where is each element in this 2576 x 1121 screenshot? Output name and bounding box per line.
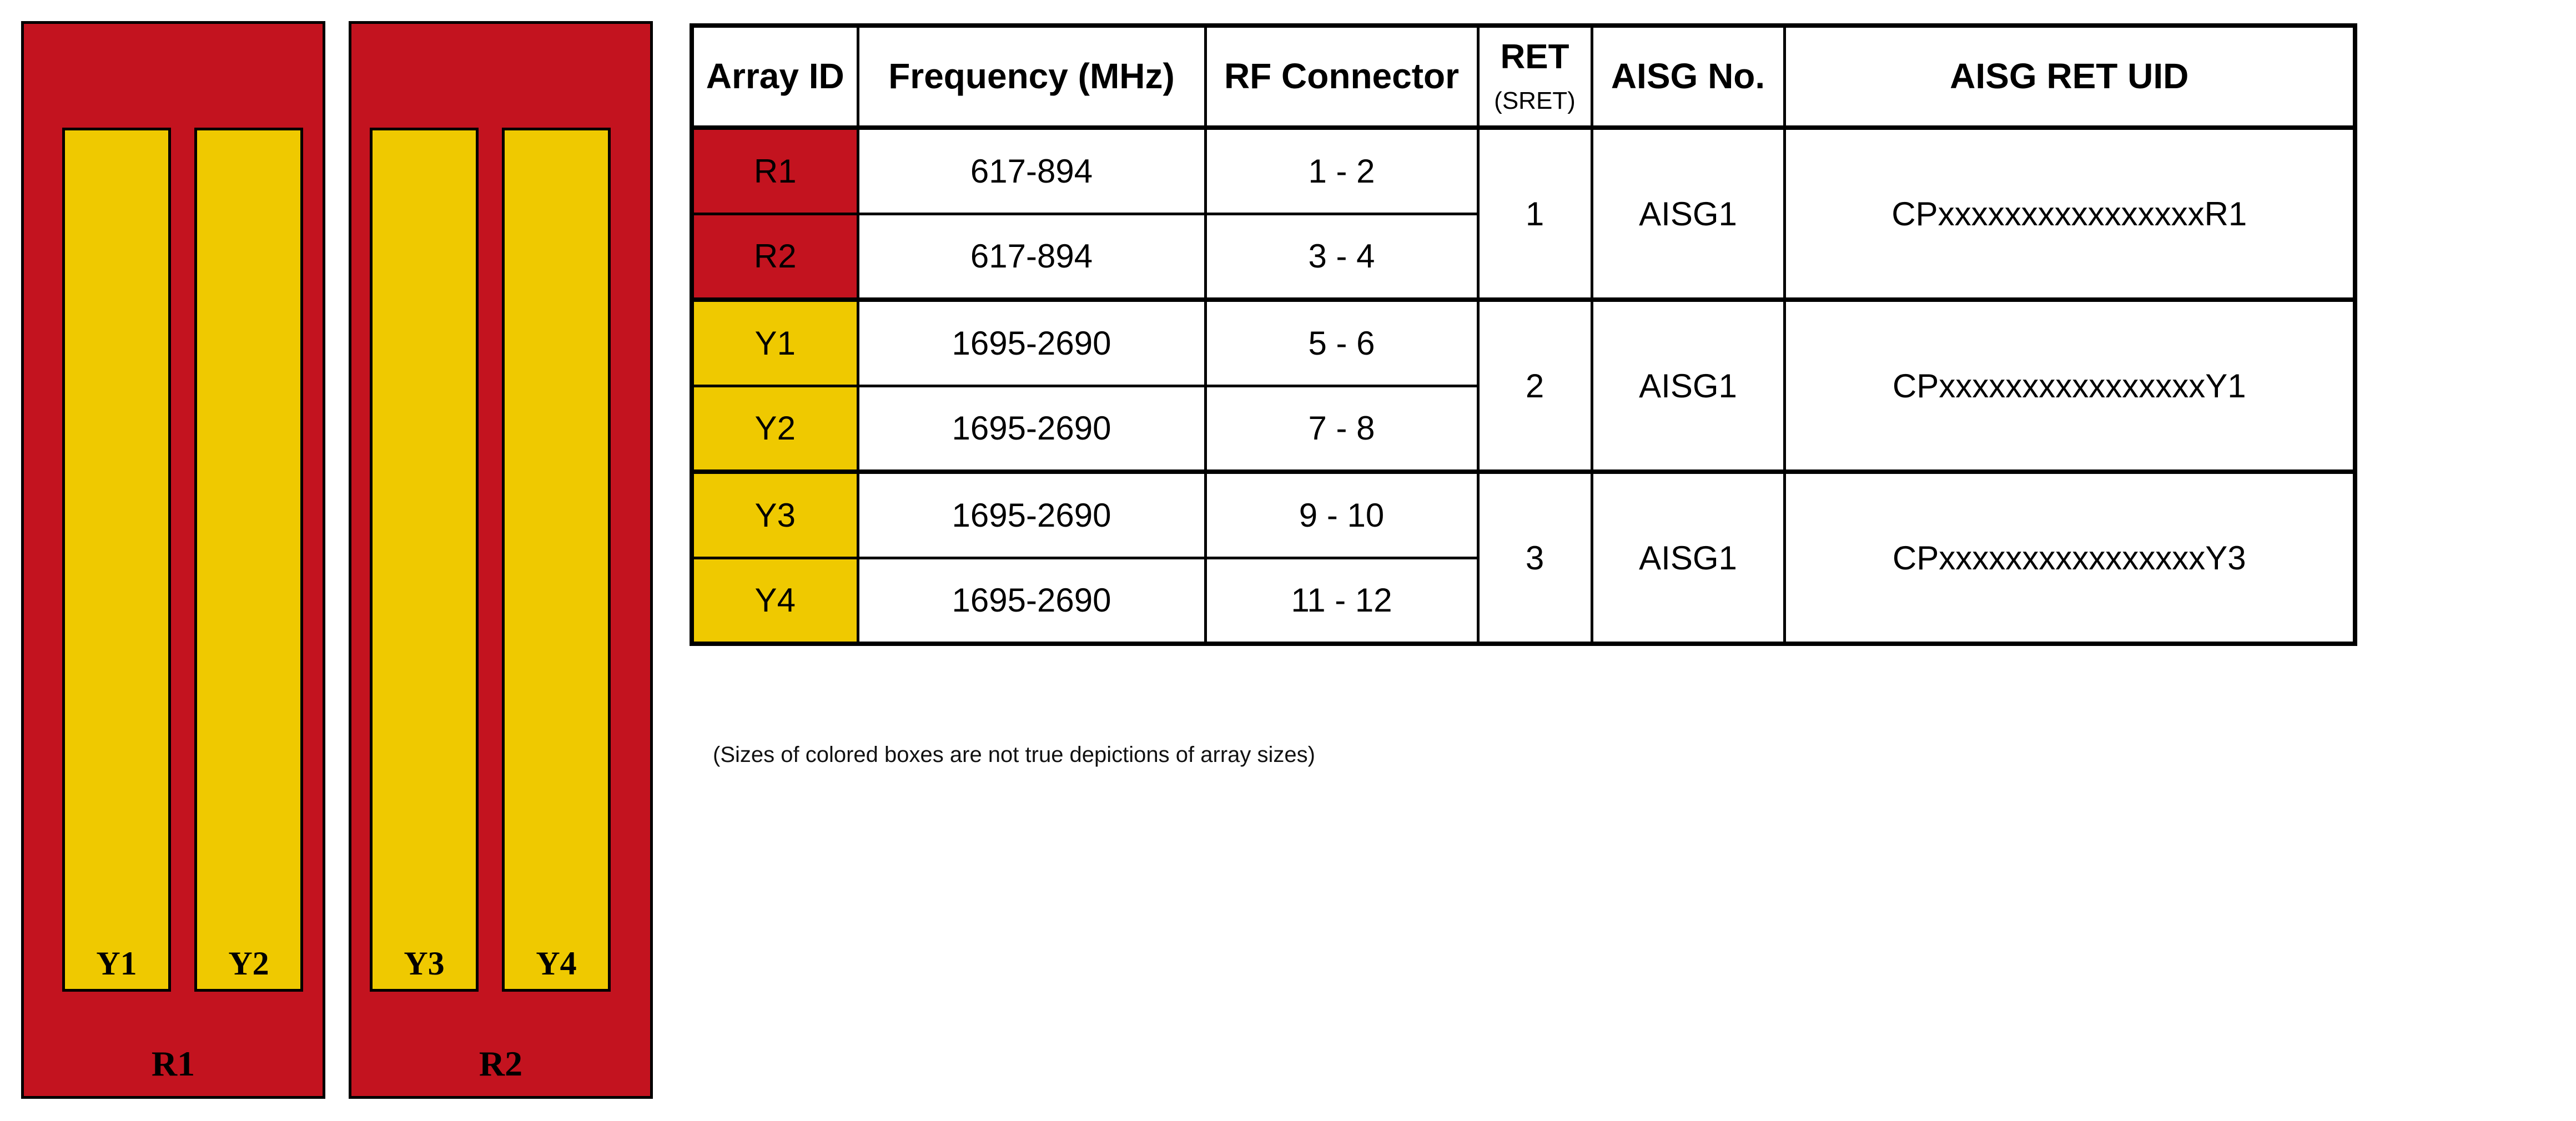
- table-row-y4: Y4 1695-2690 11 - 12: [690, 556, 2355, 645]
- array-box-label: Y3: [404, 945, 445, 982]
- cell-ret-group2: 2: [1476, 297, 1593, 473]
- header-ret: RET (SRET): [1476, 24, 1593, 130]
- table-row-y2: Y2 1695-2690 7 - 8: [690, 384, 2355, 473]
- ret-header-stack: RET (SRET): [1485, 40, 1585, 113]
- cell-aisg-ret-uid-group1: CPxxxxxxxxxxxxxxxxR1: [1783, 126, 2357, 301]
- ret-header-main: RET: [1500, 38, 1569, 76]
- cell-ret-group3: 3: [1476, 469, 1593, 645]
- cell-array-id: Y1: [690, 297, 859, 387]
- cell-rf-connector: 5 - 6: [1204, 297, 1480, 387]
- array-box-y3: Y3: [370, 128, 479, 992]
- cell-rf-connector: 3 - 4: [1204, 212, 1480, 301]
- cell-array-id: Y4: [690, 556, 859, 645]
- cell-array-id: Y3: [690, 469, 859, 559]
- cell-frequency: 1695-2690: [856, 297, 1207, 387]
- cell-aisg-no-group2: AISG1: [1590, 297, 1786, 473]
- array-box-y1: Y1: [62, 128, 171, 992]
- table-row-r1: R1 617-894 1 - 2 1 AISG1 CPxxxxxxxxxxxxx…: [690, 126, 2357, 301]
- cell-frequency: 1695-2690: [856, 556, 1207, 645]
- header-aisg-no: AISG No.: [1590, 24, 1786, 130]
- cell-frequency: 1695-2690: [856, 469, 1207, 559]
- header-array-id: Array ID: [690, 24, 859, 130]
- cell-rf-connector: 11 - 12: [1204, 556, 1480, 645]
- cell-ret-group1: 1: [1476, 126, 1593, 301]
- cell-aisg-ret-uid-group2: CPxxxxxxxxxxxxxxxxY1: [1783, 297, 2357, 473]
- header-rf-connector: RF Connector: [1204, 24, 1480, 130]
- cell-aisg-no-group1: AISG1: [1590, 126, 1786, 301]
- array-box-label: Y4: [536, 945, 577, 982]
- table-row-r2: R2 617-894 3 - 4: [690, 212, 2355, 301]
- antenna-panel-r1: Y1 Y2 R1: [21, 21, 325, 1099]
- cell-array-id: Y2: [690, 384, 859, 473]
- cell-array-id: R2: [690, 212, 859, 301]
- cell-aisg-no-group3: AISG1: [1590, 469, 1786, 645]
- panel-label: R2: [479, 1044, 523, 1083]
- panel-label: R1: [151, 1044, 195, 1083]
- size-disclaimer-note: (Sizes of colored boxes are not true dep…: [713, 743, 1315, 767]
- cell-frequency: 617-894: [856, 212, 1207, 301]
- ret-header-sub: (SRET): [1494, 87, 1576, 114]
- array-box-y2: Y2: [194, 128, 303, 992]
- cell-rf-connector: 7 - 8: [1204, 384, 1480, 473]
- cell-frequency: 617-894: [856, 126, 1207, 215]
- antenna-panel-r2: Y3 Y4 R2: [349, 21, 653, 1099]
- table-header-row: Array ID Frequency (MHz) RF Connector RE…: [690, 24, 2357, 130]
- cell-frequency: 1695-2690: [856, 384, 1207, 473]
- cell-rf-connector: 9 - 10: [1204, 469, 1480, 559]
- array-box-label: Y1: [96, 945, 137, 982]
- header-aisg-ret-uid: AISG RET UID: [1783, 24, 2357, 130]
- table-row-y1: Y1 1695-2690 5 - 6 2 AISG1 CPxxxxxxxxxxx…: [690, 297, 2357, 473]
- header-frequency: Frequency (MHz): [856, 24, 1207, 130]
- array-box-y4: Y4: [502, 128, 611, 992]
- cell-array-id: R1: [690, 126, 859, 215]
- ret-mapping-table: Array ID Frequency (MHz) RF Connector RE…: [690, 23, 2357, 646]
- array-box-label: Y2: [228, 945, 269, 982]
- table-row-y3: Y3 1695-2690 9 - 10 3 AISG1 CPxxxxxxxxxx…: [690, 469, 2357, 645]
- cell-aisg-ret-uid-group3: CPxxxxxxxxxxxxxxxxY3: [1783, 469, 2357, 645]
- cell-rf-connector: 1 - 2: [1204, 126, 1480, 215]
